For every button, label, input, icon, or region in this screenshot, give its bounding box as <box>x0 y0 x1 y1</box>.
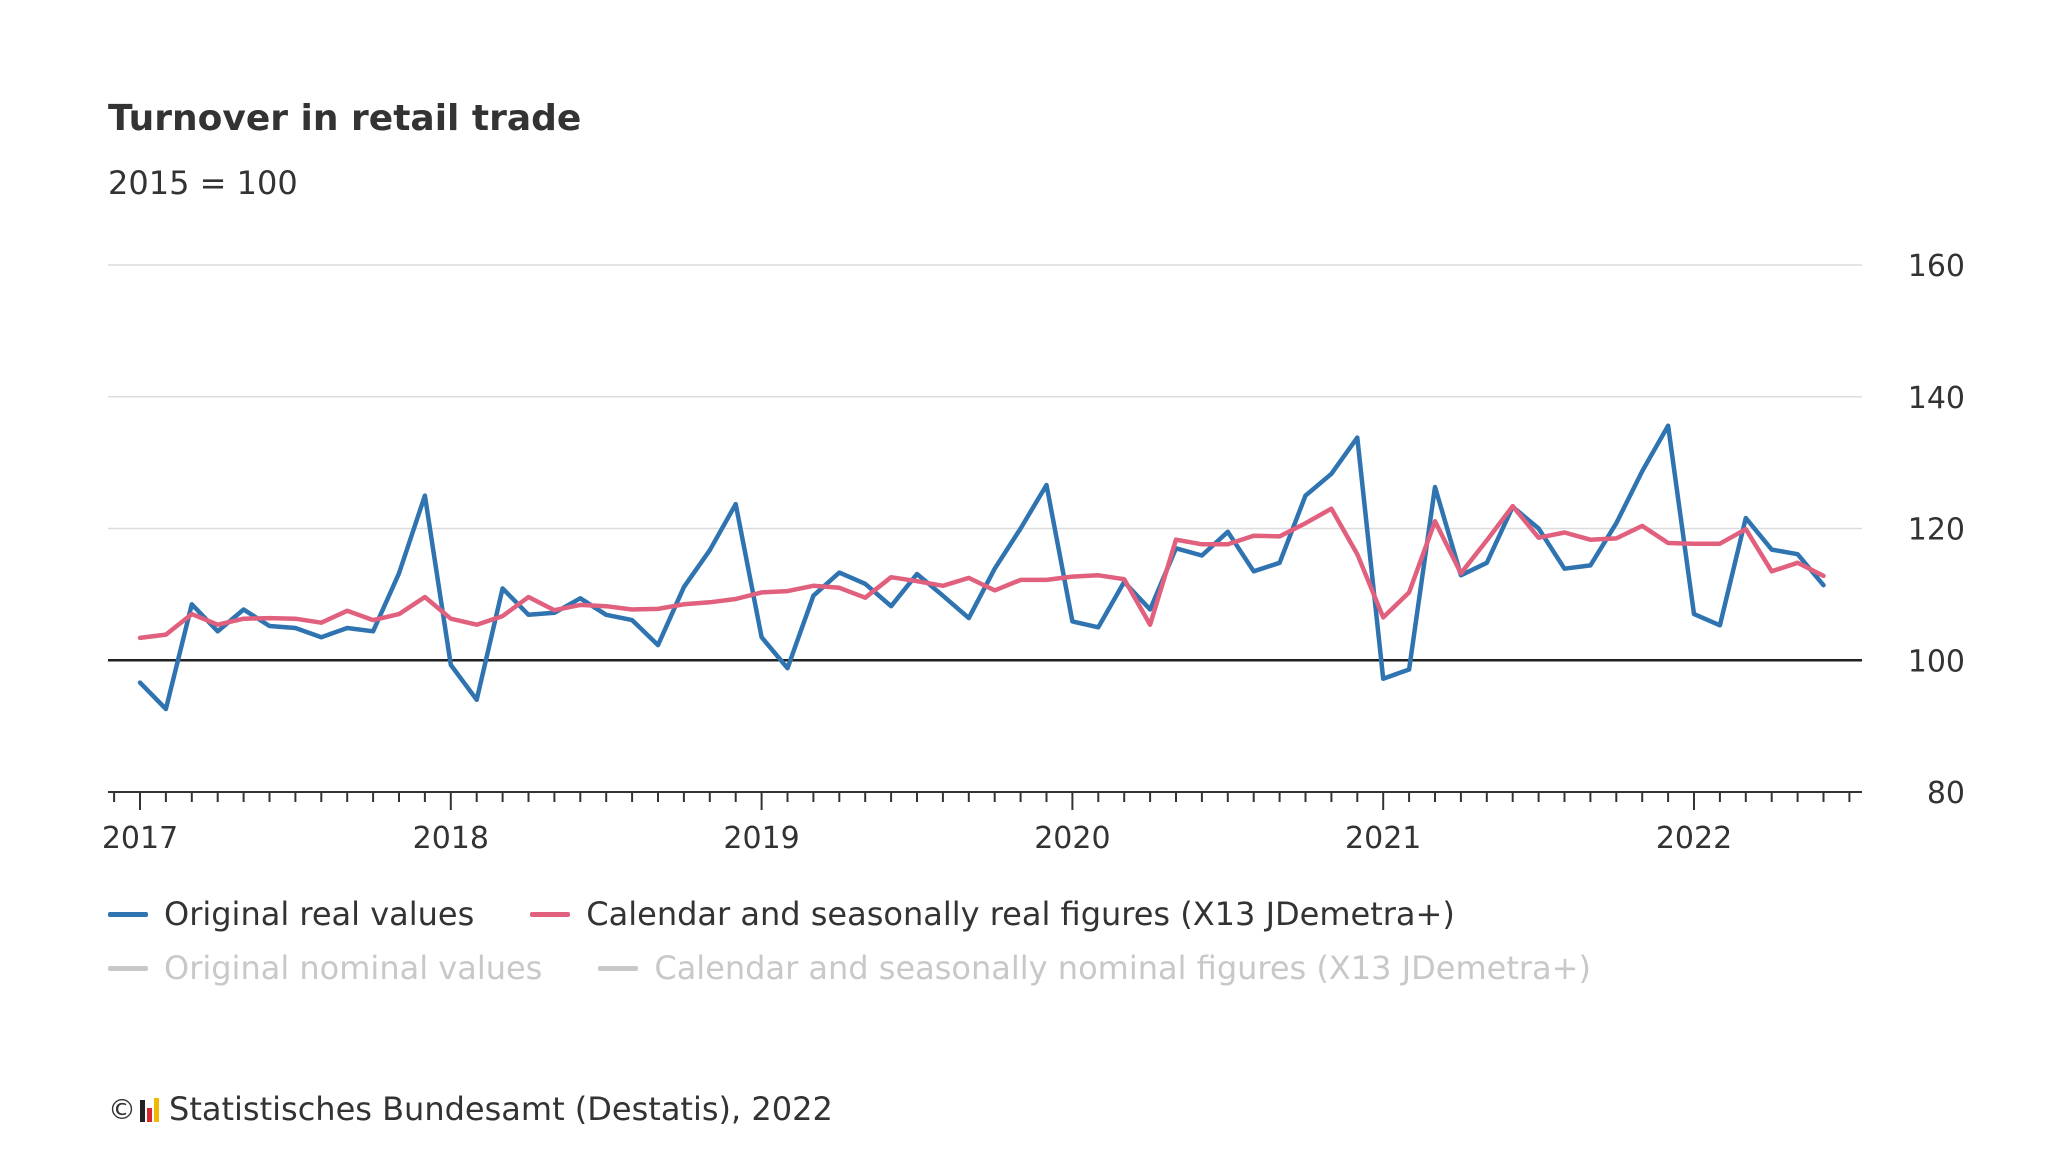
chart-title: Turnover in retail trade <box>108 98 582 139</box>
x-tick-label-2018: 2018 <box>413 821 489 856</box>
legend-item-seasonal-nominal[interactable]: Calendar and seasonally nominal figures … <box>598 949 1591 987</box>
legend-swatch-seasonal-nominal <box>598 965 639 971</box>
legend-label-seasonal-real: Calendar and seasonally real figures (X1… <box>586 895 1455 933</box>
x-tick-label-2021: 2021 <box>1345 821 1421 856</box>
x-tick-label-2020: 2020 <box>1034 821 1110 856</box>
y-tick-label-120: 120 <box>1908 513 1965 548</box>
legend-label-original-real: Original real values <box>164 895 475 933</box>
source-text: Statistisches Bundesamt (Destatis), 2022 <box>169 1090 833 1128</box>
gridlines <box>108 264 1862 662</box>
legend-row-active: Original real values Calendar and season… <box>108 895 1511 933</box>
destatis-logo-icon <box>140 1096 159 1122</box>
legend-item-seasonal-real[interactable]: Calendar and seasonally real figures (X1… <box>530 895 1455 933</box>
y-tick-label-100: 100 <box>1908 644 1965 679</box>
legend-item-original-nominal[interactable]: Original nominal values <box>108 949 542 987</box>
x-tick-label-2017: 2017 <box>102 821 178 856</box>
series-line-original-real <box>137 423 1826 712</box>
legend-swatch-original-real <box>108 911 148 917</box>
legend-swatch-seasonal-real <box>530 911 571 917</box>
x-tick-label-2022: 2022 <box>1656 821 1732 856</box>
chart-subtitle: 2015 = 100 <box>108 164 298 202</box>
footer: © Statistisches Bundesamt (Destatis), 20… <box>108 1090 833 1128</box>
series-line-seasonal-real <box>137 503 1826 641</box>
legend-swatch-original-nominal <box>108 965 148 971</box>
x-tick-label-2019: 2019 <box>723 821 799 856</box>
y-tick-label-140: 140 <box>1908 381 1965 416</box>
legend-item-original-real[interactable]: Original real values <box>108 895 474 933</box>
series-lines <box>137 423 1826 712</box>
x-axis: 2017 2018 2019 2020 2021 2022 <box>102 791 1862 856</box>
y-axis-tick-labels: 80 100 120 140 160 <box>1908 249 1965 811</box>
y-tick-label-160: 160 <box>1908 249 1965 284</box>
y-tick-label-80: 80 <box>1927 776 1965 811</box>
copyright-symbol: © <box>108 1092 136 1126</box>
legend-label-seasonal-nominal: Calendar and seasonally nominal figures … <box>654 949 1591 987</box>
legend-label-original-nominal: Original nominal values <box>164 949 543 987</box>
legend-row-inactive: Original nominal values Calendar and sea… <box>108 949 1647 987</box>
